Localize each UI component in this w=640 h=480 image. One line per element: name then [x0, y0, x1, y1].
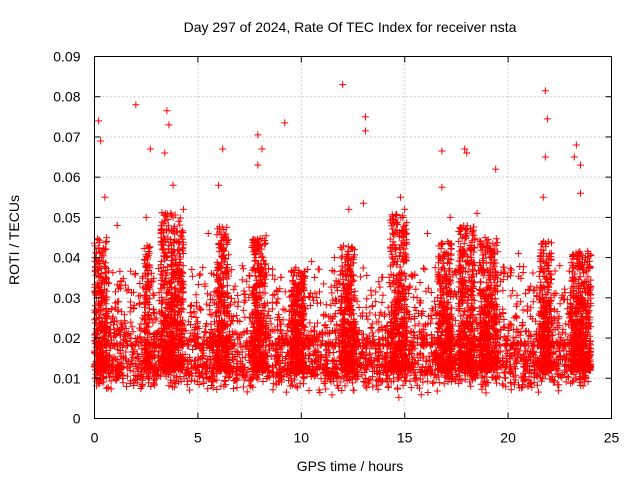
peak-point — [258, 145, 266, 153]
peak-point — [254, 131, 262, 139]
peak-point — [572, 141, 580, 149]
chart-title: Day 297 of 2024, Rate Of TEC Index for r… — [184, 19, 517, 35]
peak-point — [146, 145, 154, 153]
peak-point — [179, 205, 187, 213]
peak-point — [423, 229, 431, 237]
x-tick-label: 10 — [294, 430, 310, 446]
y-tick-label: 0.05 — [53, 209, 80, 225]
plot-frame — [94, 56, 612, 419]
peak-point — [463, 149, 471, 157]
y-tick-label: 0.09 — [53, 49, 80, 65]
data-points — [91, 81, 595, 401]
peak-point — [165, 121, 173, 129]
peak-point — [473, 209, 481, 217]
peak-point — [438, 147, 446, 155]
peak-point — [163, 107, 171, 115]
peak-point — [215, 181, 223, 189]
peak-point — [161, 149, 169, 157]
peak-point — [219, 145, 227, 153]
axis-ticks — [94, 56, 612, 419]
peak-point — [254, 161, 262, 169]
scatter-points-cloud — [91, 209, 595, 401]
x-tick-label: 25 — [604, 430, 620, 446]
peak-point — [361, 113, 369, 121]
peak-point — [446, 213, 454, 221]
peak-point — [113, 221, 121, 229]
peak-point — [539, 193, 547, 201]
peak-point — [361, 127, 369, 135]
peak-point — [359, 199, 367, 207]
peak-point — [461, 145, 469, 153]
y-tick-label: 0 — [73, 411, 81, 427]
y-tick-label: 0.07 — [53, 129, 80, 145]
y-tick-label: 0.08 — [53, 89, 80, 105]
x-axis-title: GPS time / hours — [297, 458, 404, 474]
peak-point — [308, 258, 316, 266]
x-tick-label: 15 — [397, 430, 413, 446]
peak-point — [142, 213, 150, 221]
peak-point — [95, 117, 103, 125]
peak-point — [132, 101, 140, 109]
peak-point — [345, 205, 353, 213]
x-tick-label: 0 — [91, 430, 99, 446]
x-tick-label: 5 — [194, 430, 202, 446]
peak-point — [101, 193, 109, 201]
peak-point — [543, 115, 551, 123]
y-tick-label: 0.03 — [53, 290, 80, 306]
y-tick-label: 0.04 — [53, 250, 80, 266]
y-tick-label: 0.02 — [53, 330, 80, 346]
peak-point — [556, 262, 564, 270]
peak-point — [570, 153, 578, 161]
peak-point — [576, 189, 584, 197]
peak-point — [514, 250, 522, 258]
peak-point — [576, 161, 584, 169]
peak-point — [97, 137, 105, 145]
peak-point — [397, 193, 405, 201]
peak-point — [492, 165, 500, 173]
peak-point — [281, 119, 289, 127]
peak-point — [169, 181, 177, 189]
y-tick-label: 0.06 — [53, 169, 80, 185]
peak-point — [339, 81, 347, 89]
y-tick-label: 0.01 — [53, 370, 80, 386]
peak-point — [330, 254, 338, 262]
peak-point — [438, 183, 446, 191]
x-tick-label: 20 — [500, 430, 516, 446]
peak-point — [541, 87, 549, 95]
y-axis-title: ROTI / TECUs — [6, 195, 22, 285]
tick-labels: 0 5 10 15 20 25 0 0.01 0.02 0.03 0.04 0.05 0.06 0.07 0… — [53, 49, 619, 446]
peak-point — [541, 153, 549, 161]
peak-point — [401, 205, 409, 213]
peak-point — [204, 229, 212, 237]
